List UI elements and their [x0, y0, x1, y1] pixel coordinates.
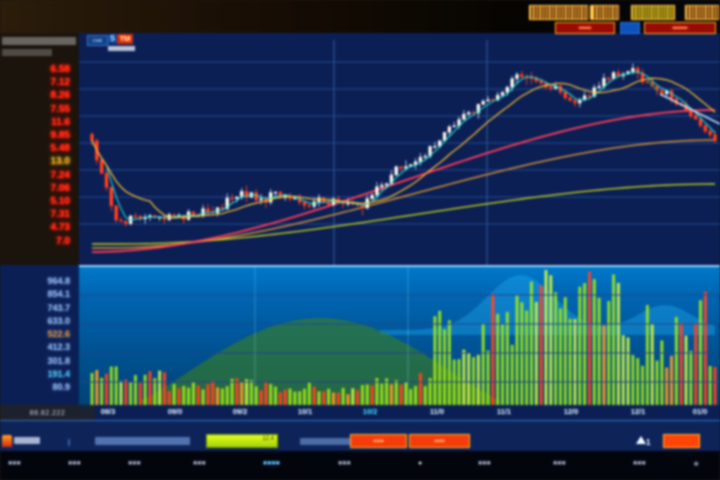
svg-text:08/3: 08/3	[101, 407, 116, 416]
svg-text:10/1: 10/1	[298, 407, 313, 416]
svg-text:12/0: 12/0	[564, 407, 579, 416]
svg-text:01/0: 01/0	[693, 407, 708, 416]
svg-text:11/0: 11/0	[430, 407, 444, 416]
svg-text:12/1: 12/1	[631, 407, 646, 416]
svg-text:10/2: 10/2	[363, 407, 378, 416]
svg-text:09/2: 09/2	[233, 407, 248, 416]
svg-text:09/0: 09/0	[168, 407, 183, 416]
svg-text:11/1: 11/1	[497, 407, 511, 416]
